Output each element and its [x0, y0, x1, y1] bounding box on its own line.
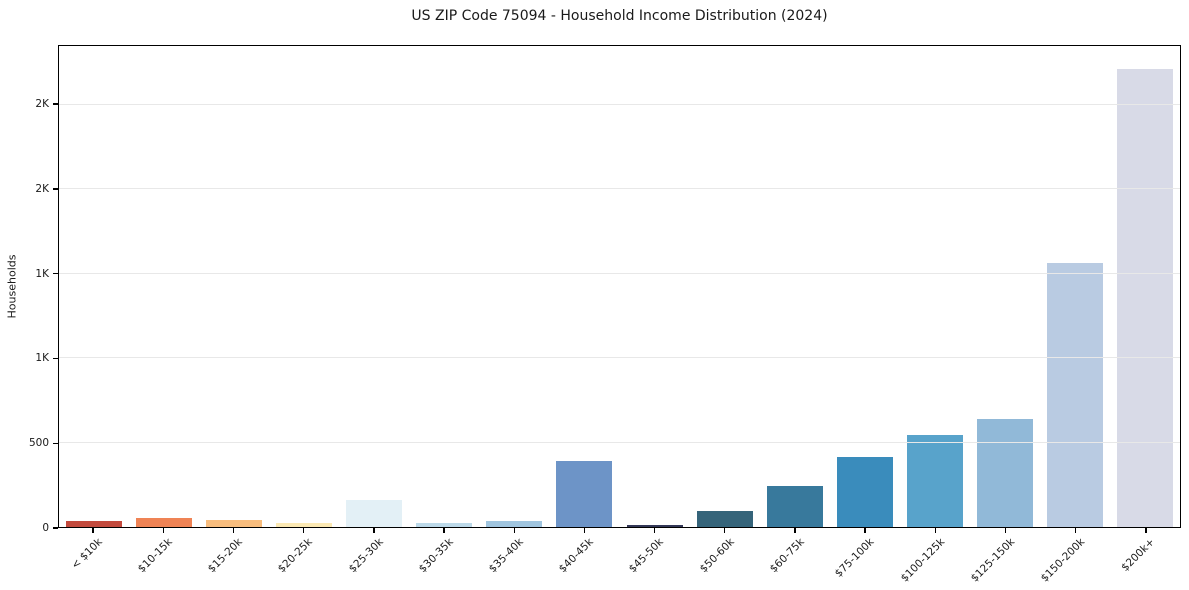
x-tick-label: $50-60k: [697, 536, 737, 576]
bar-10k: [66, 520, 123, 527]
y-tick-mark: [53, 442, 58, 444]
x-tick-label: $75-100k: [832, 536, 877, 580]
bar-slot: [970, 46, 1040, 527]
bar-slot: [620, 46, 690, 527]
x-tick-label: $60-75k: [767, 536, 807, 576]
x-tick-mark: [92, 528, 94, 533]
bar-100-125k: [906, 435, 963, 527]
y-tick-mark: [53, 527, 58, 529]
gridline-1000: [59, 357, 1180, 359]
x-tick-mark: [653, 528, 656, 533]
bar-slot: [1110, 46, 1180, 527]
x-tick-label: $20-25k: [276, 536, 316, 576]
x-tick-label: $100-125k: [898, 536, 947, 585]
x-tick-mark: [934, 528, 937, 533]
bar-slot: [900, 46, 970, 527]
x-tick-mark: [724, 528, 726, 533]
bar-slot: [59, 46, 129, 527]
x-tick-mark: [302, 528, 305, 533]
bar-slot: [199, 46, 269, 527]
bar-slot: [760, 46, 830, 527]
x-tick-label: $45-50k: [626, 536, 667, 576]
bar-15-20k: [206, 520, 263, 527]
bar-slot: [549, 46, 619, 527]
y-tick-mark: [53, 357, 58, 360]
bar-45-50k: [626, 524, 683, 527]
bar-slot: [1040, 46, 1110, 527]
bar-slot: [129, 46, 199, 527]
y-tick-mark: [53, 103, 58, 105]
gridline-2000: [59, 188, 1180, 190]
bar-slot: [409, 46, 479, 527]
x-tick-mark: [864, 528, 866, 533]
bar-25-30k: [346, 500, 403, 527]
y-tick-label: 2K: [35, 98, 49, 111]
plot-area: [58, 45, 1181, 528]
x-tick-label: $40-45k: [556, 536, 596, 576]
gridline-500: [59, 441, 1180, 443]
bar-75-100k: [836, 457, 893, 527]
y-tick-label: 1K: [35, 267, 49, 280]
bar-50-60k: [696, 511, 753, 527]
bar-slot: [830, 46, 900, 527]
y-tick-mark: [53, 272, 58, 275]
x-tick-label: $150-200k: [1038, 536, 1088, 585]
x-tick-mark: [1075, 528, 1077, 533]
bar-slot: [339, 46, 409, 527]
bar-10-15k: [136, 518, 193, 527]
bar-60-75k: [766, 486, 823, 527]
x-tick-mark: [513, 528, 515, 533]
y-tick-label: 1K: [35, 352, 49, 365]
y-tick-label: 0: [42, 522, 49, 534]
bar-200k+: [1116, 68, 1173, 527]
x-tick-label: $35-40k: [486, 536, 526, 576]
x-tick-mark: [794, 528, 796, 533]
chart-title: US ZIP Code 75094 - Household Income Dis…: [411, 8, 828, 24]
bar-125-150k: [976, 418, 1033, 527]
x-tick-mark: [1145, 528, 1147, 533]
x-tick-label: $200k+: [1119, 536, 1158, 574]
bars-container: [59, 46, 1180, 527]
gridline-2500: [59, 103, 1180, 105]
x-tick-mark: [162, 528, 164, 533]
x-tick-label: $10-15k: [135, 536, 175, 576]
x-tick-label: < $10k: [69, 536, 105, 572]
y-tick-label: 2K: [35, 182, 49, 195]
x-tick-label: $25-30k: [346, 536, 386, 576]
x-tick-label: $15-20k: [205, 536, 245, 576]
bar-150-200k: [1046, 262, 1103, 527]
bar-slot: [269, 46, 339, 527]
x-tick-label: $30-35k: [416, 536, 456, 576]
y-tick-label: 500: [28, 437, 49, 450]
bar-40-45k: [556, 461, 613, 527]
gridline-1500: [59, 272, 1180, 274]
bar-30-35k: [416, 523, 473, 527]
x-tick-mark: [443, 528, 445, 533]
x-tick-mark: [1004, 528, 1007, 533]
x-tick-label: $125-150k: [968, 536, 1018, 585]
bar-slot: [479, 46, 549, 527]
y-axis-label: Households: [5, 254, 19, 319]
bar-20-25k: [276, 522, 333, 527]
x-tick-mark: [232, 528, 235, 533]
x-tick-mark: [583, 528, 586, 533]
bar-slot: [690, 46, 760, 527]
y-tick-mark: [53, 188, 58, 190]
bar-35-40k: [486, 521, 543, 527]
x-tick-mark: [373, 528, 375, 533]
